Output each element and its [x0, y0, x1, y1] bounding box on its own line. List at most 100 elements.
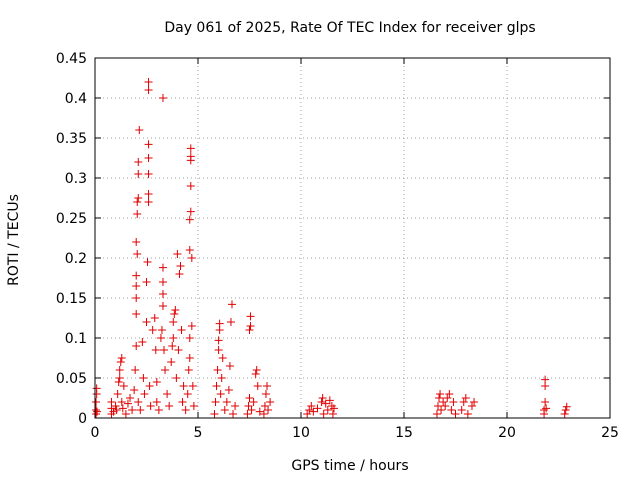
x-tick-label: 15	[395, 425, 413, 441]
data-point	[457, 406, 466, 414]
y-tick-label: 0.05	[56, 371, 87, 387]
data-point	[441, 402, 450, 410]
data-point	[251, 370, 260, 378]
data-point	[470, 398, 479, 406]
data-point	[133, 210, 142, 218]
data-point	[144, 198, 153, 206]
data-point	[152, 378, 161, 386]
data-point	[115, 374, 124, 382]
y-tick-label: 0.1	[65, 331, 87, 347]
data-point	[266, 398, 275, 406]
data-point	[134, 158, 143, 166]
data-point	[459, 398, 468, 406]
data-point	[263, 382, 272, 390]
data-point	[443, 394, 452, 402]
data-point	[145, 382, 154, 390]
data-point	[317, 398, 326, 406]
data-point	[142, 278, 151, 286]
data-point	[211, 398, 220, 406]
chart-title: Day 061 of 2025, Rate Of TEC Index for r…	[164, 20, 535, 36]
data-point	[136, 406, 145, 414]
data-point	[152, 398, 161, 406]
data-point	[186, 207, 195, 216]
data-point	[467, 402, 476, 410]
grid-lines	[95, 58, 610, 418]
data-point	[188, 382, 197, 390]
data-point	[172, 374, 181, 382]
data-point	[561, 406, 570, 414]
data-point	[222, 398, 231, 406]
data-point	[214, 346, 223, 354]
data-point	[541, 398, 550, 406]
data-point	[175, 270, 184, 278]
data-point	[259, 410, 268, 418]
data-point	[118, 404, 127, 413]
data-point	[227, 300, 236, 309]
data-point	[218, 354, 227, 362]
data-point	[92, 384, 101, 393]
data-point	[144, 78, 153, 86]
data-point	[445, 390, 454, 398]
data-point	[132, 294, 141, 302]
data-point	[214, 336, 223, 345]
data-point	[186, 182, 195, 190]
data-point	[116, 358, 125, 366]
data-point	[252, 366, 261, 374]
data-point	[185, 246, 194, 254]
data-point	[119, 382, 128, 390]
data-point	[210, 410, 219, 418]
data-point	[186, 152, 195, 161]
data-point	[173, 250, 182, 258]
data-point	[144, 140, 153, 149]
data-point	[133, 250, 142, 258]
data-point	[186, 144, 195, 153]
data-point	[231, 402, 240, 410]
data-point	[114, 378, 123, 386]
data-point	[154, 406, 163, 414]
data-point	[436, 390, 445, 398]
data-points	[92, 78, 571, 418]
data-point	[150, 314, 159, 322]
data-point	[189, 402, 198, 410]
data-point	[126, 394, 135, 402]
data-point	[113, 390, 122, 398]
y-tick-label: 0.15	[56, 291, 87, 307]
data-point	[185, 215, 194, 224]
data-point	[134, 194, 143, 202]
data-point	[160, 346, 169, 354]
axis-ticks: 0 5 10 15 20 25 0 0.05 0.1 0.15 0.2 0.25 0.3 0.35 0.4 0…	[56, 51, 619, 441]
data-point	[138, 338, 147, 346]
data-point	[117, 398, 126, 406]
data-point	[185, 354, 194, 362]
data-point	[134, 170, 143, 178]
data-point	[318, 394, 327, 402]
data-point	[115, 366, 124, 374]
data-point	[246, 312, 255, 321]
data-point	[161, 366, 170, 374]
data-point	[168, 342, 177, 350]
x-tick-label: 20	[498, 425, 516, 441]
data-point	[305, 406, 314, 414]
data-point	[435, 394, 444, 402]
data-point	[142, 318, 151, 326]
data-point	[185, 334, 194, 342]
data-point	[217, 374, 226, 382]
data-point	[329, 404, 338, 413]
y-tick-label: 0.25	[56, 211, 87, 227]
data-point	[158, 290, 167, 298]
x-tick-label: 0	[91, 425, 100, 441]
data-point	[439, 398, 448, 406]
x-axis-label: GPS time / hours	[291, 458, 408, 474]
data-point	[226, 318, 235, 326]
data-point	[156, 334, 165, 342]
data-point	[144, 86, 153, 94]
data-point	[92, 406, 101, 414]
data-point	[131, 366, 140, 374]
data-point	[135, 126, 144, 134]
data-point	[169, 334, 178, 342]
data-point	[176, 262, 185, 270]
data-point	[328, 410, 337, 418]
data-point	[170, 310, 179, 318]
data-point	[163, 390, 172, 398]
